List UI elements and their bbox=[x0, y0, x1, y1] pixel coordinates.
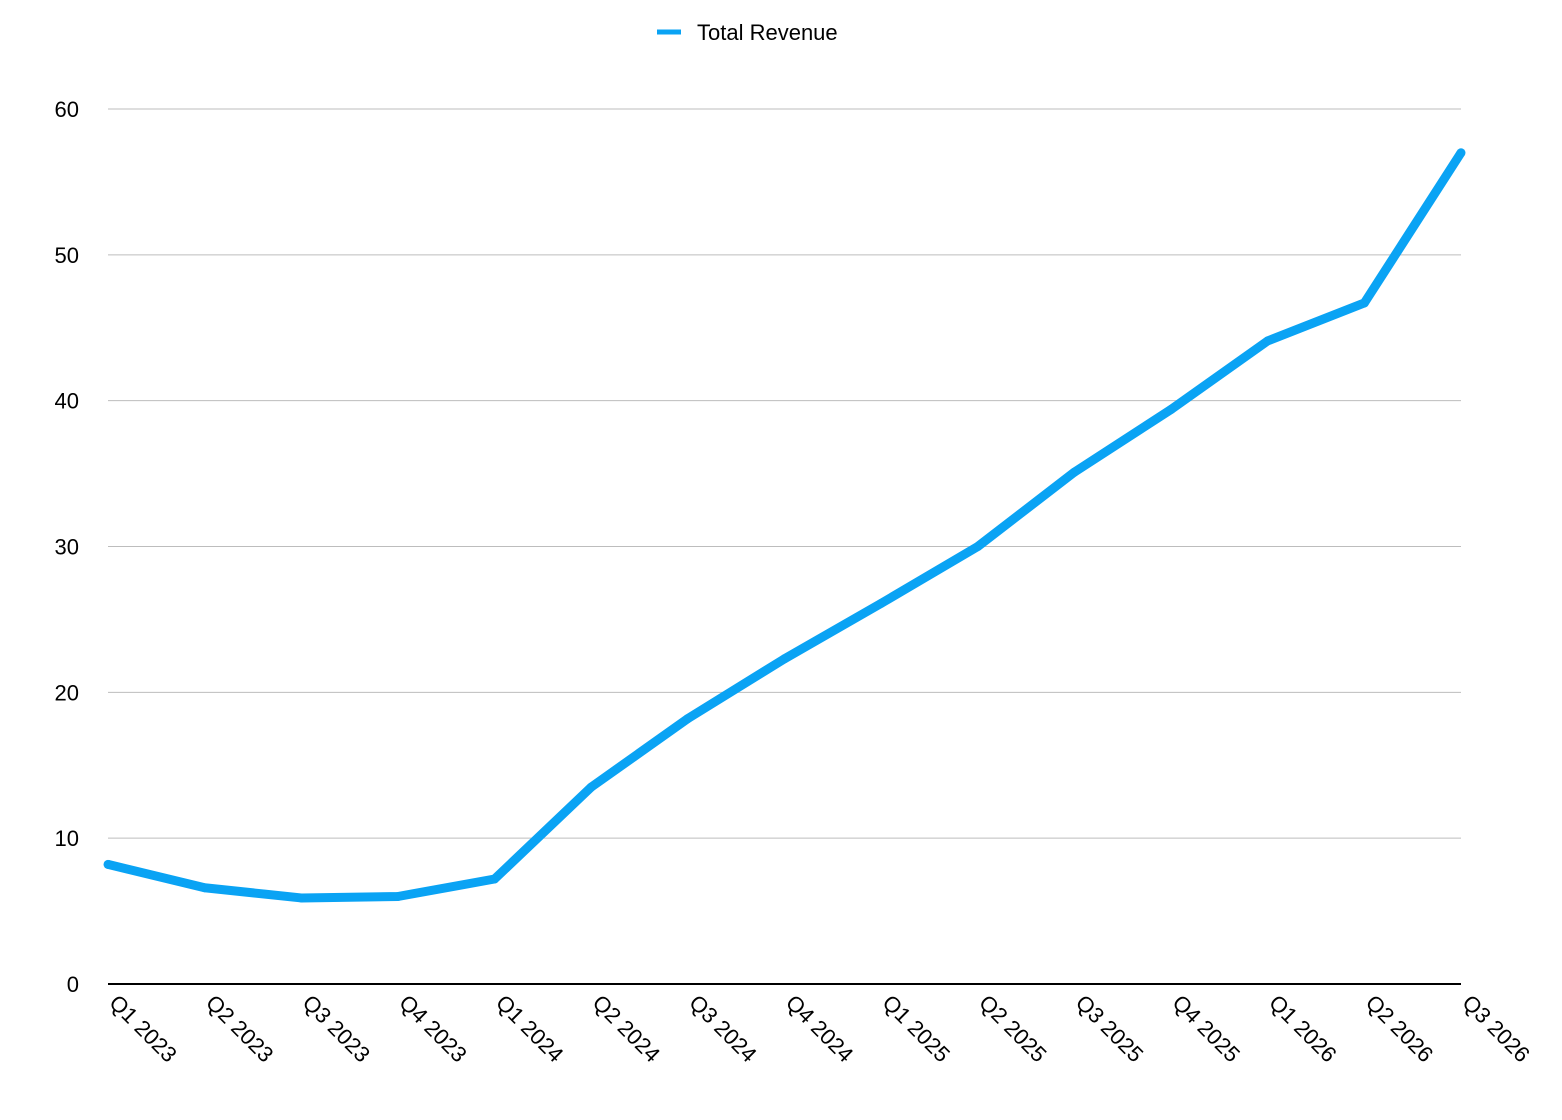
y-tick-label: 40 bbox=[55, 389, 79, 414]
y-tick-label: 10 bbox=[55, 826, 79, 851]
data-point bbox=[393, 892, 403, 901]
x-tick-label: Q1 2023 bbox=[104, 990, 181, 1067]
data-point bbox=[1359, 298, 1369, 308]
data-point bbox=[1069, 467, 1079, 477]
data-point bbox=[1166, 404, 1176, 414]
data-point bbox=[586, 782, 596, 792]
data-point bbox=[490, 874, 500, 884]
data-point bbox=[683, 714, 693, 724]
x-tick-label: Q3 2026 bbox=[1457, 990, 1534, 1067]
data-point bbox=[1263, 336, 1273, 346]
x-tick-label: Q4 2025 bbox=[1168, 990, 1245, 1067]
legend-label: Total Revenue bbox=[697, 20, 838, 45]
gridlines bbox=[108, 108, 1461, 839]
y-axis-tick-labels: 0 10 20 30 40 50 60 bbox=[55, 97, 79, 997]
x-tick-label: Q3 2025 bbox=[1071, 990, 1148, 1067]
x-tick-label: Q2 2023 bbox=[201, 990, 278, 1067]
x-tick-label: Q2 2024 bbox=[588, 990, 665, 1067]
series-line bbox=[106, 150, 1465, 903]
x-axis-tick-labels: Q1 2023 Q2 2023 Q3 2023 Q4 2023 Q1 2024 Q2 20… bbox=[104, 990, 1534, 1067]
x-tick-label: Q2 2025 bbox=[974, 990, 1051, 1067]
data-point bbox=[200, 883, 210, 893]
data-point bbox=[296, 893, 306, 903]
x-tick-label: Q1 2026 bbox=[1264, 990, 1341, 1067]
data-point bbox=[1456, 148, 1466, 158]
data-point bbox=[780, 654, 789, 664]
x-tick-label: Q4 2023 bbox=[394, 990, 471, 1067]
data-point bbox=[973, 542, 983, 551]
y-tick-label: 50 bbox=[55, 243, 79, 268]
x-tick-label: Q4 2024 bbox=[781, 990, 858, 1067]
x-tick-label: Q2 2026 bbox=[1361, 990, 1438, 1067]
series-group bbox=[103, 148, 1466, 903]
data-point bbox=[103, 859, 113, 869]
y-tick-label: 30 bbox=[55, 535, 79, 560]
y-tick-label: 0 bbox=[67, 972, 79, 997]
data-point bbox=[876, 598, 886, 608]
y-tick-label: 60 bbox=[55, 97, 79, 122]
x-tick-label: Q3 2023 bbox=[298, 990, 375, 1067]
x-tick-label: Q1 2025 bbox=[878, 990, 955, 1067]
x-tick-label: Q3 2024 bbox=[684, 990, 761, 1067]
legend: Total Revenue bbox=[657, 20, 838, 45]
x-tick-label: Q1 2024 bbox=[491, 990, 568, 1067]
y-tick-label: 20 bbox=[55, 680, 79, 705]
